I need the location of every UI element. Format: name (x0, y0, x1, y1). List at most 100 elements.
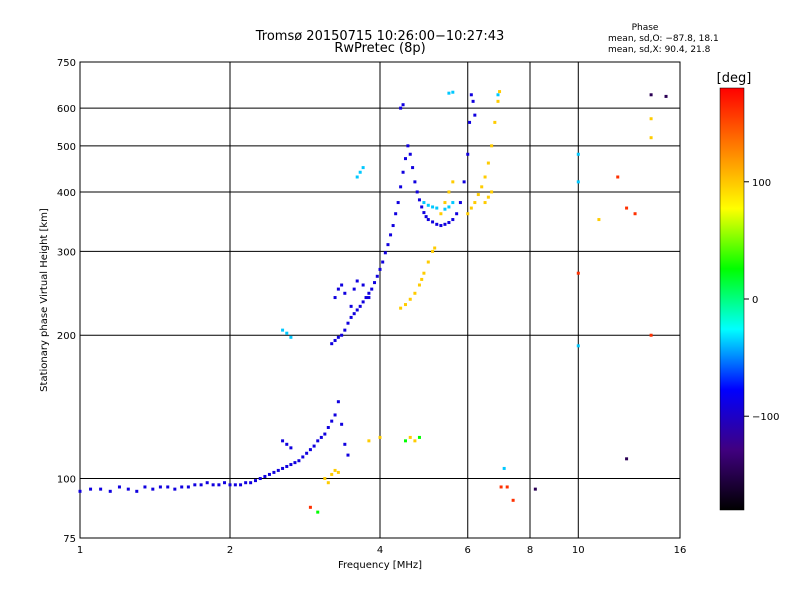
colorbar-tick-label: 100 (752, 178, 771, 189)
data-point (422, 211, 426, 215)
data-point (143, 485, 147, 489)
data-point (408, 297, 412, 301)
data-point (158, 485, 162, 489)
data-point (375, 274, 379, 278)
data-point (396, 201, 400, 205)
data-point (420, 205, 424, 209)
data-point (78, 489, 82, 493)
data-point (511, 498, 515, 502)
colorbar-label: [deg] (717, 71, 752, 86)
data-point (408, 435, 412, 439)
data-point (439, 212, 443, 216)
data-point (297, 459, 301, 463)
data-point (533, 487, 537, 491)
data-point (431, 220, 435, 224)
data-point (361, 166, 365, 170)
data-point (451, 90, 455, 94)
chart-title: Tromsø 20150715 10:26:00−10:27:43 (255, 29, 505, 44)
data-point (193, 483, 197, 487)
data-point (576, 271, 580, 275)
data-point (389, 233, 393, 237)
data-point (89, 487, 93, 491)
data-point (413, 439, 417, 443)
data-point (483, 175, 487, 179)
data-point (480, 185, 484, 189)
data-point (316, 510, 320, 514)
data-point (496, 93, 500, 97)
data-point (336, 400, 340, 404)
data-point (239, 483, 243, 487)
data-point (305, 451, 309, 455)
data-point (597, 218, 601, 222)
data-point (486, 161, 490, 165)
data-point (426, 260, 430, 264)
data-point (253, 479, 257, 483)
data-point (308, 448, 312, 452)
data-point (505, 485, 509, 489)
data-point (386, 243, 390, 247)
stats-line-x: mean, sd,X: 90.4, 21.8 (608, 45, 711, 55)
data-point (340, 333, 344, 337)
data-point (649, 136, 653, 140)
data-point (447, 221, 451, 225)
data-point (451, 201, 455, 205)
x-tick-label: 16 (674, 545, 687, 556)
data-point (468, 120, 472, 124)
data-point (361, 283, 365, 287)
data-point (408, 152, 412, 156)
data-point (502, 466, 506, 470)
data-point (352, 312, 356, 316)
data-point (420, 277, 424, 281)
data-point (447, 190, 451, 194)
data-point (355, 308, 359, 312)
data-point (352, 287, 356, 291)
data-point (173, 487, 177, 491)
data-point (399, 106, 403, 110)
data-point (378, 435, 382, 439)
data-point (289, 463, 293, 467)
data-point (180, 485, 184, 489)
data-point (333, 468, 337, 472)
data-point (346, 453, 350, 457)
data-point (403, 439, 407, 443)
data-point (433, 246, 437, 250)
data-point (496, 99, 500, 103)
data-point (499, 485, 503, 489)
x-axis-ticks: 1 2 4 6 8 10 16 (77, 545, 687, 556)
data-point (326, 425, 330, 429)
plot-area: 1 2 4 6 8 10 16 75 100 200 300 400 500 600 750 (57, 58, 686, 556)
data-point (223, 481, 227, 485)
data-point (336, 470, 340, 474)
data-point (285, 331, 289, 335)
data-point (443, 201, 447, 205)
data-point (333, 338, 337, 342)
data-point (293, 461, 297, 465)
data-point (367, 291, 371, 295)
data-point (316, 439, 320, 443)
data-point (285, 464, 289, 468)
data-point (301, 455, 305, 459)
data-point (399, 185, 403, 189)
y-tick-label: 400 (57, 188, 76, 199)
data-point (422, 271, 426, 275)
data-point (135, 489, 139, 493)
data-point (435, 206, 439, 210)
data-point (616, 175, 620, 179)
data-point (649, 117, 653, 121)
data-point (483, 201, 487, 205)
data-point (258, 477, 262, 481)
data-point (99, 487, 103, 491)
data-point (625, 457, 629, 461)
data-point (649, 93, 653, 97)
data-point (633, 212, 637, 216)
data-point (319, 435, 323, 439)
data-point (367, 296, 371, 300)
data-point (378, 267, 382, 271)
data-point (451, 180, 455, 184)
data-point (415, 190, 419, 194)
data-point (394, 212, 398, 216)
data-point (217, 483, 221, 487)
data-point (401, 170, 405, 174)
data-point (431, 205, 435, 209)
data-point (233, 483, 237, 487)
